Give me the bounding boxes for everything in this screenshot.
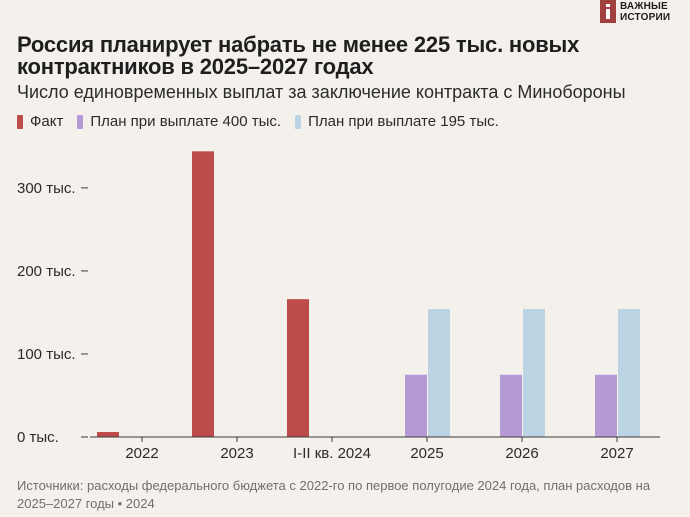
bar-2-5 [500,374,522,437]
bar-1-2 [192,151,214,437]
y-tick-label: 0 тыс. [17,429,59,446]
x-tick-label: 2026 [505,445,538,462]
bar-1-3 [287,299,309,437]
bar-3-5 [523,309,545,437]
chart-title: Россия планирует набрать не менее 225 ты… [17,32,580,79]
x-tick-label: 2027 [600,445,633,462]
x-tick-label: 2025 [410,445,443,462]
logo-line-2: ИСТОРИИ [620,12,671,23]
legend-label-plan-195: План при выплате 195 тыс. [308,113,499,130]
logo-line-1: ВАЖНЫЕ [620,1,668,12]
legend-item-fact: Факт [17,113,63,130]
x-tick-label: 2023 [220,445,253,462]
info-icon [600,0,616,23]
legend-swatch-plan-400 [77,114,84,129]
legend-label-fact: Факт [30,113,64,130]
bar-3-6 [618,309,640,437]
bar-3-4 [428,309,450,437]
y-tick-label: 200 тыс. [17,263,76,280]
brand-logo: ВАЖНЫЕ ИСТОРИИ [600,0,670,23]
legend-item-plan-195: План при выплате 195 тыс. [295,113,499,130]
legend-swatch-fact [17,114,23,129]
chart-legend: Факт План при выплате 400 тыс. План при … [17,113,499,130]
chart-subtitle: Число единовременных выплат за заключени… [17,82,626,102]
legend-item-plan-400: План при выплате 400 тыс. [77,113,281,130]
bar-1-1 [97,432,119,437]
y-tick-label: 100 тыс. [17,346,76,363]
source-note: Источники: расходы федерального бюджета … [17,478,651,511]
legend-swatch-plan-195 [295,114,302,129]
y-tick-label: 300 тыс. [17,180,76,197]
bar-2-6 [595,374,617,437]
bar-2-4 [405,374,427,437]
x-tick-label: 2022 [125,445,158,462]
x-tick-label: I-II кв. 2024 [293,445,371,462]
legend-label-plan-400: План при выплате 400 тыс. [90,113,282,130]
logo-text: ВАЖНЫЕ ИСТОРИИ [620,1,670,23]
